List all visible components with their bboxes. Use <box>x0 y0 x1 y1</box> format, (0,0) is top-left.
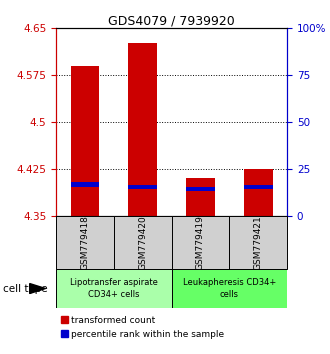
Text: GSM779419: GSM779419 <box>196 215 205 270</box>
Bar <box>229 216 287 269</box>
Text: Leukapheresis CD34+
cells: Leukapheresis CD34+ cells <box>183 279 276 298</box>
Title: GDS4079 / 7939920: GDS4079 / 7939920 <box>108 14 235 27</box>
Text: GSM779420: GSM779420 <box>138 215 147 270</box>
Bar <box>128 43 157 216</box>
Legend: transformed count, percentile rank within the sample: transformed count, percentile rank withi… <box>61 316 225 338</box>
Text: GSM779421: GSM779421 <box>254 215 263 270</box>
Text: GSM779418: GSM779418 <box>81 215 89 270</box>
Polygon shape <box>30 284 46 293</box>
Text: cell type: cell type <box>3 284 48 293</box>
Bar <box>172 269 287 308</box>
Bar <box>114 216 172 269</box>
Bar <box>128 185 157 189</box>
Bar <box>71 182 99 187</box>
Bar <box>244 169 273 216</box>
Bar <box>244 185 273 189</box>
Text: Lipotransfer aspirate
CD34+ cells: Lipotransfer aspirate CD34+ cells <box>70 279 158 298</box>
Bar <box>172 216 229 269</box>
Bar <box>186 187 215 191</box>
Bar <box>71 66 99 216</box>
Bar <box>56 216 114 269</box>
Bar <box>186 178 215 216</box>
Bar <box>56 269 172 308</box>
